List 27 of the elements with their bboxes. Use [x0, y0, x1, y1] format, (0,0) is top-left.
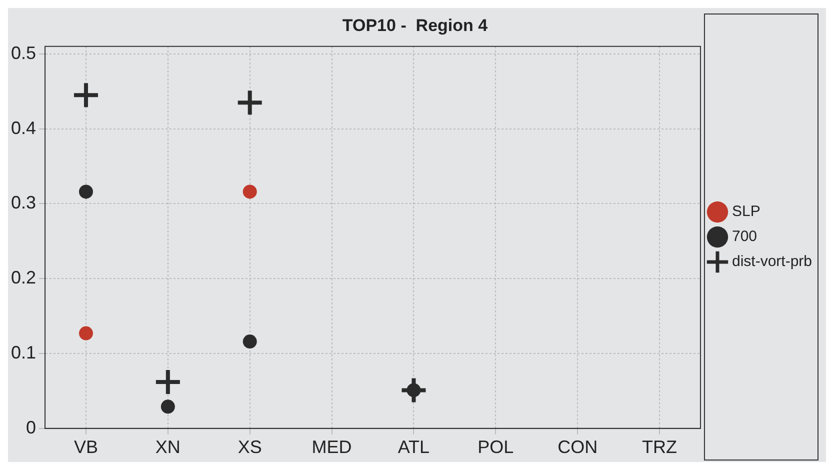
point: [402, 378, 426, 402]
point: [156, 370, 180, 394]
x-tick-label: ATL: [398, 437, 430, 458]
point: [242, 334, 257, 349]
y-tick-label: 0: [26, 417, 36, 438]
point: [160, 400, 175, 414]
y-tick-label: 0.1: [10, 342, 36, 362]
x-tick-label: CON: [558, 437, 598, 458]
x-tick-label: TRZ: [642, 437, 678, 458]
x-tick-label: XN: [155, 437, 180, 458]
point: [242, 184, 257, 199]
legend-label: dist-vort-prb: [732, 253, 812, 270]
y-tick-label: 0.5: [10, 42, 36, 63]
point: [78, 326, 93, 340]
point: [238, 90, 262, 115]
legend-label: SLP: [732, 203, 760, 220]
x-tick-label: XS: [238, 437, 262, 458]
legend-label: 700: [732, 228, 758, 246]
point: [74, 83, 98, 108]
x-tick-label: MED: [312, 437, 352, 458]
chart-title: TOP10 - Region 4: [342, 16, 488, 35]
y-tick-label: 0.3: [10, 192, 36, 213]
point: [78, 184, 93, 199]
x-tick-label: VB: [74, 437, 98, 458]
x-tick-label: POL: [478, 437, 514, 458]
y-tick-label: 0.2: [10, 268, 36, 288]
y-tick-label: 0.4: [10, 118, 36, 138]
